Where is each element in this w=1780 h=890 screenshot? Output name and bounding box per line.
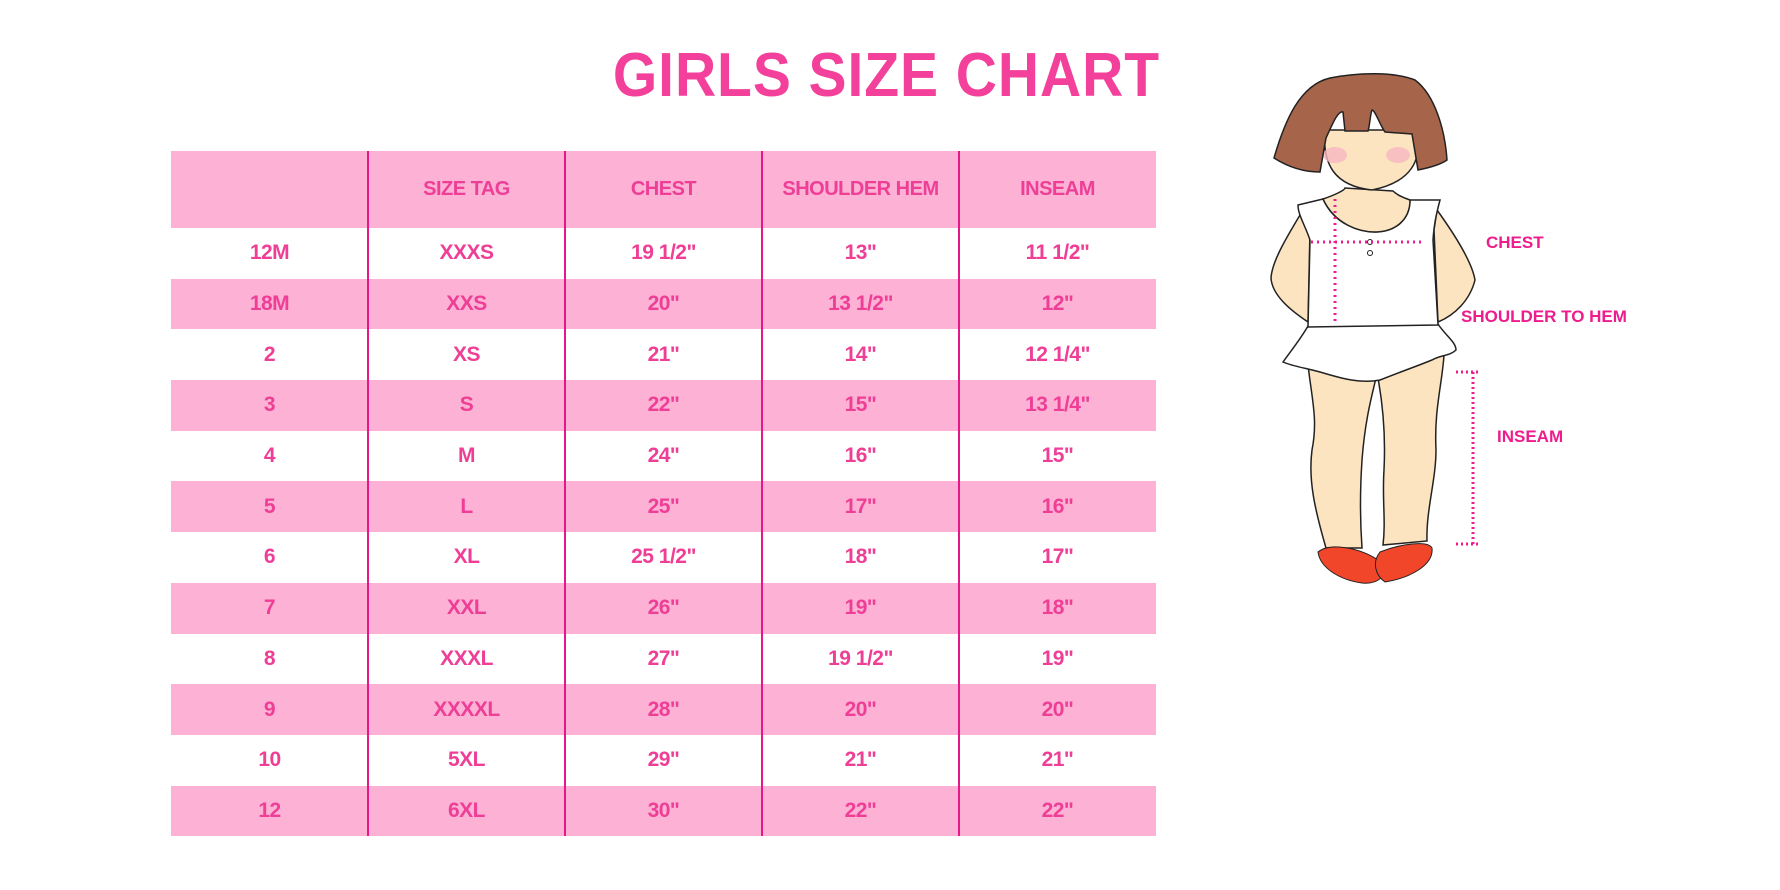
size-cell: 4 (263, 444, 276, 468)
value-cell: 21" (844, 748, 877, 772)
size-cell: 18M (249, 292, 290, 316)
hair (1273, 73, 1448, 173)
header-cell: SIZE TAG (423, 178, 510, 200)
table-row: 3 S 22" 15" 13 1/4" (171, 380, 1156, 431)
header-cell: CHEST (630, 178, 697, 200)
chest-label: CHEST (1486, 233, 1544, 252)
value-cell: 12" (1041, 292, 1074, 316)
value-cell: 20" (647, 292, 680, 316)
left-shoe (1317, 546, 1385, 584)
neck (1321, 187, 1411, 233)
table-row: 10 5XL 29" 21" 21" (171, 735, 1156, 786)
table-row: 4 M 24" 16" 15" (171, 431, 1156, 482)
right-arm (1433, 208, 1476, 324)
value-cell: 25 1/2" (631, 545, 696, 569)
left-arm (1270, 213, 1311, 324)
table-row: 12 6XL 30" 22" 22" (171, 785, 1156, 837)
table-row: 8 XXXL 27" 19 1/2" 19" (171, 634, 1156, 685)
size-cell: 3 (263, 393, 276, 417)
value-cell: S (459, 393, 474, 417)
value-cell: 14" (844, 342, 877, 366)
size-cell: 10 (258, 748, 281, 772)
value-cell: M (458, 444, 476, 468)
value-cell: 19" (1041, 646, 1074, 670)
inseam-label: INSEAM (1497, 427, 1563, 446)
value-cell: 22" (647, 393, 680, 417)
button (1367, 250, 1373, 256)
table-header-row: SIZE TAG CHEST SHOULDER HEM INSEAM (171, 151, 1156, 228)
value-cell: 6XL (447, 798, 486, 822)
value-cell: 13" (844, 241, 877, 265)
table-row: 7 XXL 26" 19" 18" (171, 582, 1156, 634)
page-title: GIRLS SIZE CHART (612, 41, 1160, 110)
value-cell: XXXL (440, 646, 493, 670)
table-row: 18M XXS 20" 13 1/2" 12" (171, 278, 1156, 330)
value-cell: 16" (844, 444, 877, 468)
value-cell: XS (452, 342, 481, 366)
value-cell: L (460, 494, 473, 518)
column-divider (958, 151, 960, 837)
size-cell: 7 (263, 596, 276, 620)
value-cell: 30" (647, 798, 680, 822)
size-cell: 2 (263, 342, 276, 366)
value-cell: 5XL (447, 748, 486, 772)
header-cell: SHOULDER HEM (782, 178, 939, 200)
header-cell: INSEAM (1020, 178, 1095, 200)
value-cell: 19 1/2" (828, 646, 893, 670)
value-cell: 22" (1041, 798, 1074, 822)
table-row: 2 XS 21" 14" 12 1/4" (171, 329, 1156, 380)
size-cell: 6 (263, 545, 276, 569)
left-leg (1307, 364, 1377, 549)
table-row: 6 XL 25 1/2" 18" 17" (171, 532, 1156, 583)
value-cell: XXL (446, 596, 487, 620)
table-row: 12M XXXS 19 1/2" 13" 11 1/2" (171, 228, 1156, 279)
shoulder-to-hem-label: SHOULDER TO HEM (1461, 307, 1627, 326)
value-cell: 16" (1041, 494, 1074, 518)
value-cell: 13 1/4" (1025, 393, 1090, 417)
value-cell: 15" (844, 393, 877, 417)
value-cell: 17" (1041, 545, 1074, 569)
column-divider (564, 151, 566, 837)
value-cell: 19" (844, 596, 877, 620)
value-cell: 19 1/2" (631, 241, 696, 265)
size-cell: 5 (263, 494, 276, 518)
value-cell: 21" (1041, 748, 1074, 772)
size-cell: 12 (258, 798, 281, 822)
value-cell: 12 1/4" (1025, 342, 1090, 366)
value-cell: 20" (844, 697, 877, 721)
value-cell: 21" (647, 342, 680, 366)
right-leg (1377, 353, 1445, 546)
value-cell: 18" (1041, 596, 1074, 620)
value-cell: XXXS (439, 241, 494, 265)
value-cell: XL (453, 545, 480, 569)
value-cell: 17" (844, 494, 877, 518)
value-cell: 29" (647, 748, 680, 772)
value-cell: 25" (647, 494, 680, 518)
value-cell: 28" (647, 697, 680, 721)
size-table: SIZE TAG CHEST SHOULDER HEM INSEAM 12M XX… (171, 151, 1156, 837)
value-cell: 11 1/2" (1025, 241, 1090, 265)
size-cell: 9 (263, 697, 276, 721)
table-row: 5 L 25" 17" 16" (171, 481, 1156, 533)
value-cell: 26" (647, 596, 680, 620)
value-cell: 22" (844, 798, 877, 822)
right-shoe (1374, 543, 1433, 583)
value-cell: 20" (1041, 697, 1074, 721)
skirt (1281, 323, 1457, 383)
value-cell: 24" (647, 444, 680, 468)
size-cell: 8 (263, 646, 276, 670)
value-cell: 18" (844, 545, 877, 569)
value-cell: 15" (1041, 444, 1074, 468)
value-cell: XXS (446, 292, 487, 316)
value-cell: XXXXL (433, 697, 500, 721)
column-divider (367, 151, 369, 837)
size-cell: 12M (249, 241, 290, 265)
column-divider (761, 151, 763, 837)
table-row: 9 XXXXL 28" 20" 20" (171, 684, 1156, 735)
value-cell: 27" (647, 646, 680, 670)
value-cell: 13 1/2" (828, 292, 893, 316)
